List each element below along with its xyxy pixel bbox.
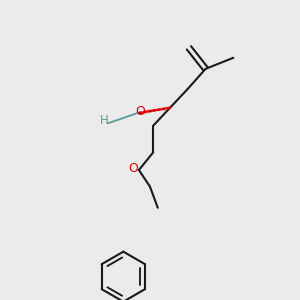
Text: O: O — [128, 162, 138, 175]
Text: O: O — [136, 105, 146, 118]
Text: H: H — [100, 114, 109, 127]
